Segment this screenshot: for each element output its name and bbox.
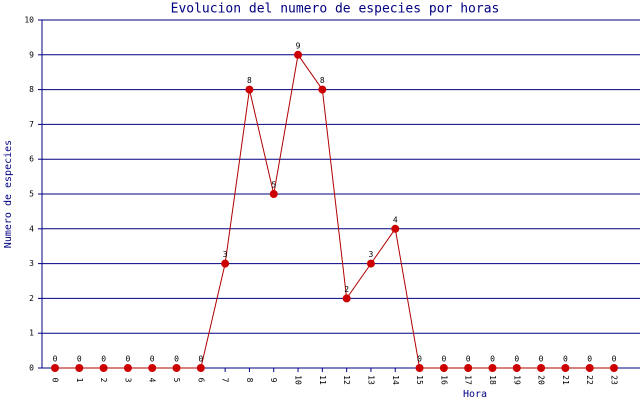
- point: [512, 364, 521, 372]
- data-label: 0: [466, 355, 471, 364]
- data-label: 0: [587, 355, 592, 364]
- x-tick-label: 11: [318, 375, 327, 385]
- data-label: 8: [320, 76, 325, 85]
- point: [585, 364, 594, 372]
- y-tick-label: 2: [29, 294, 34, 303]
- x-tick-label: 7: [221, 378, 230, 383]
- y-tick-label: 6: [29, 155, 34, 164]
- y-tick-label: 0: [29, 364, 34, 373]
- y-tick-label: 3: [29, 259, 34, 268]
- data-label: 0: [612, 355, 617, 364]
- data-label: 0: [514, 355, 519, 364]
- point: [318, 85, 327, 94]
- data-label: 3: [223, 250, 228, 259]
- y-tick-label: 10: [24, 16, 34, 25]
- data-label: 5: [271, 181, 276, 190]
- data-label: 0: [563, 355, 568, 364]
- point: [537, 364, 546, 372]
- x-tick-label: 21: [561, 375, 570, 385]
- data-label: 0: [150, 355, 155, 364]
- point: [221, 259, 230, 268]
- data-label: 3: [369, 250, 374, 259]
- y-tick-label: 8: [29, 85, 34, 94]
- data-label: 0: [125, 355, 130, 364]
- point: [464, 364, 473, 372]
- point: [488, 364, 497, 372]
- point: [99, 364, 108, 372]
- point: [342, 294, 351, 303]
- data-label: 0: [198, 355, 203, 364]
- x-tick-label: 1: [75, 378, 84, 383]
- point: [196, 364, 205, 372]
- y-axis-label: Numero de especies: [3, 140, 14, 248]
- data-label: 9: [296, 41, 301, 50]
- data-label: 0: [53, 355, 58, 364]
- y-tick-label: 1: [29, 329, 34, 338]
- x-tick-label: 0: [51, 378, 60, 383]
- point: [269, 190, 278, 198]
- x-tick-label: 3: [123, 378, 132, 383]
- point: [148, 364, 157, 372]
- x-tick-label: 12: [342, 375, 351, 385]
- x-tick-label: 19: [512, 375, 521, 385]
- point: [391, 224, 400, 233]
- data-label: 0: [441, 355, 446, 364]
- y-tick-label: 7: [29, 120, 34, 129]
- data-label: 0: [101, 355, 106, 364]
- y-tick-label: 4: [29, 224, 34, 233]
- x-tick-label: 10: [294, 375, 303, 385]
- point: [610, 364, 618, 372]
- line: [55, 53, 614, 369]
- point: [561, 364, 570, 372]
- x-tick-label: 5: [172, 378, 181, 383]
- point: [245, 85, 254, 94]
- y-tick-label: 5: [29, 190, 34, 199]
- x-axis-label: Hora: [463, 389, 487, 400]
- x-tick-label: 9: [269, 378, 278, 383]
- data-label: 0: [539, 355, 544, 364]
- x-tick-label: 6: [196, 378, 205, 383]
- data-label: 2: [344, 285, 349, 294]
- point: [172, 364, 181, 372]
- x-tick-label: 14: [391, 375, 400, 385]
- x-tick-label: 20: [537, 375, 546, 385]
- x-tick-label: 2: [99, 378, 108, 383]
- x-tick-label: 8: [245, 378, 254, 383]
- data-label: 0: [490, 355, 495, 364]
- x-tick-label: 16: [439, 375, 448, 385]
- x-tick-label: 17: [464, 375, 473, 385]
- x-tick-label: 15: [415, 375, 424, 385]
- point: [51, 364, 59, 372]
- point: [415, 364, 424, 372]
- x-tick-label: 23: [610, 375, 619, 385]
- data-label: 0: [417, 355, 422, 364]
- point: [366, 259, 375, 268]
- x-tick-label: 4: [148, 378, 157, 383]
- y-tick-label: 9: [29, 50, 34, 59]
- x-tick-label: 18: [488, 375, 497, 385]
- point: [439, 364, 448, 372]
- data-label: 0: [174, 355, 179, 364]
- point: [123, 364, 132, 372]
- chart-title: Evolucion del numero de especies por hor…: [171, 2, 500, 17]
- data-label: 4: [393, 215, 398, 224]
- x-tick-label: 22: [585, 375, 594, 385]
- x-tick-label: 13: [366, 375, 375, 385]
- point: [294, 50, 303, 59]
- data-label: 8: [247, 76, 252, 85]
- point: [75, 364, 84, 372]
- data-label: 0: [77, 355, 82, 364]
